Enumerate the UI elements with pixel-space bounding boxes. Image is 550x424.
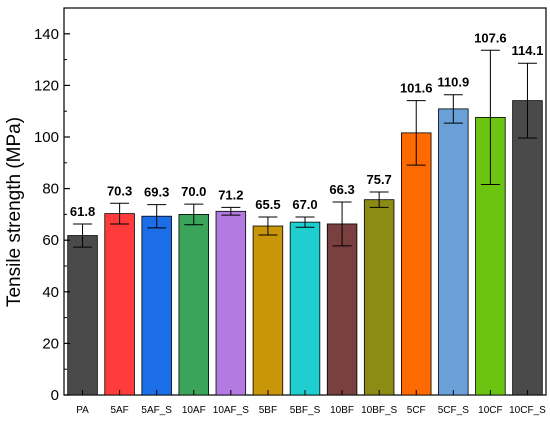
bar-5af [104,213,135,396]
value-label: 75.7 [366,172,391,187]
x-category-label: 5CF [407,405,426,416]
bar-5cf-s [438,108,469,396]
value-label: 69.3 [144,185,169,200]
bar-10af [178,213,210,396]
x-category-label: 10CF_S [509,405,546,416]
value-label: 70.3 [107,183,132,198]
x-category-label: PA [76,405,89,416]
bar-5bf [252,225,284,396]
y-tick-label: 140 [34,26,59,43]
y-tick-label: 100 [34,129,59,146]
value-label: 107.6 [474,30,507,45]
y-tick-label: 20 [42,335,59,352]
x-category-label: 10CF [478,405,502,416]
y-tick-label: 0 [51,387,59,404]
value-labels-group: 61.8 70.3 69.3 70.0 71.2 65.5 67.0 66.3 75.7 101.… [70,30,543,219]
bar-10bf [326,223,358,396]
value-label: 114.1 [512,43,544,58]
bar-pa [67,235,98,396]
bars-group [67,100,543,396]
error-bars-group [73,49,537,248]
x-category-label: 5AF [110,405,128,416]
value-label: 70.0 [181,184,206,199]
value-label: 66.3 [329,182,354,197]
x-category-label: 10BF_S [361,405,397,416]
x-category-label: 5BF [259,405,277,416]
value-label: 101.6 [400,81,433,96]
x-category-label: 5AF_S [141,405,172,416]
bar-10bf-s [363,199,395,396]
x-category-label: 10AF [182,405,206,416]
y-tick-label: 60 [42,232,59,249]
bar-5bf-s [289,221,321,396]
y-tick-label: 80 [42,181,59,198]
x-category-label: 5CF_S [438,405,469,416]
y-axis: 0 20 40 60 80 100 120 140 [34,26,70,404]
x-category-label: 5BF_S [290,405,321,416]
x-category-label: 10BF [330,405,354,416]
y-tick-label: 40 [42,284,59,301]
x-category-label: 10AF_S [213,405,249,416]
value-label: 61.8 [70,204,95,219]
y-axis-title: Tensile strength (MPa) [4,117,25,307]
value-label: 65.5 [255,197,280,212]
y-tick-label: 120 [34,77,59,94]
value-label: 71.2 [218,187,243,202]
bar-5cf [400,132,432,396]
bar-10af-s [215,210,247,396]
value-label: 110.9 [437,75,469,90]
bar-10cf-s [512,100,543,396]
bar-5af-s [141,215,172,396]
value-label: 67.0 [292,197,317,212]
x-axis: PA 5AF 5AF_S 10AF 10AF_S 5BF 5BF_S 10BF 10BF_S 5C… [76,390,546,416]
